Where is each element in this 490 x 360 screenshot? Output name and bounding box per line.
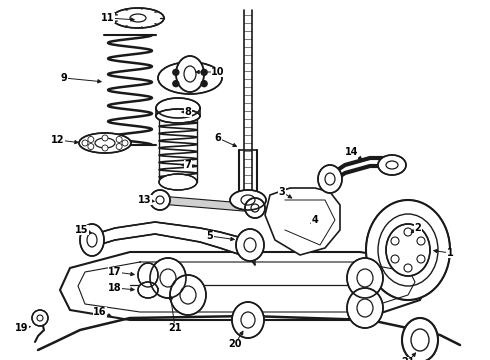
Text: 4: 4 [312, 215, 318, 225]
Ellipse shape [232, 302, 264, 338]
Ellipse shape [236, 229, 264, 261]
Circle shape [201, 81, 207, 87]
Ellipse shape [112, 8, 164, 28]
Circle shape [102, 145, 108, 151]
Circle shape [404, 264, 412, 272]
Text: 18: 18 [108, 283, 122, 293]
Circle shape [116, 136, 122, 143]
Text: 21: 21 [168, 323, 182, 333]
Ellipse shape [159, 174, 197, 190]
Ellipse shape [378, 155, 406, 175]
Text: 21: 21 [401, 357, 415, 360]
Circle shape [201, 69, 207, 75]
Text: 19: 19 [15, 323, 29, 333]
Ellipse shape [347, 258, 383, 298]
Text: 1: 1 [446, 248, 453, 258]
Ellipse shape [386, 224, 430, 276]
Ellipse shape [138, 263, 158, 287]
Text: 15: 15 [75, 225, 89, 235]
Circle shape [116, 144, 122, 149]
Ellipse shape [402, 318, 438, 360]
Text: 13: 13 [138, 195, 152, 205]
Circle shape [417, 237, 425, 245]
Ellipse shape [318, 165, 342, 193]
Ellipse shape [366, 200, 450, 300]
Text: 14: 14 [345, 147, 359, 157]
Text: 12: 12 [51, 135, 65, 145]
Ellipse shape [245, 198, 265, 218]
Ellipse shape [170, 275, 206, 315]
Text: 16: 16 [93, 307, 107, 317]
Circle shape [391, 255, 399, 263]
Text: 11: 11 [101, 13, 115, 23]
Polygon shape [60, 252, 430, 320]
Ellipse shape [32, 310, 48, 326]
Circle shape [102, 135, 108, 141]
Ellipse shape [347, 288, 383, 328]
Text: 20: 20 [228, 339, 242, 349]
Circle shape [173, 81, 179, 87]
Ellipse shape [230, 190, 266, 210]
Polygon shape [330, 158, 390, 183]
Ellipse shape [150, 190, 170, 210]
Text: 3: 3 [279, 187, 285, 197]
Ellipse shape [176, 56, 204, 92]
Circle shape [404, 228, 412, 236]
Ellipse shape [158, 62, 222, 94]
Ellipse shape [156, 98, 200, 118]
Text: 9: 9 [61, 73, 68, 83]
Polygon shape [95, 222, 255, 265]
Ellipse shape [80, 224, 104, 256]
Text: 5: 5 [207, 231, 213, 241]
Ellipse shape [138, 282, 158, 298]
Circle shape [88, 144, 94, 149]
Circle shape [88, 136, 94, 143]
Ellipse shape [156, 109, 200, 123]
Circle shape [122, 140, 128, 146]
Text: 7: 7 [185, 160, 192, 170]
Ellipse shape [79, 133, 131, 153]
Text: 2: 2 [415, 223, 421, 233]
Text: 8: 8 [185, 107, 192, 117]
Text: 17: 17 [108, 267, 122, 277]
Polygon shape [265, 188, 340, 255]
Text: 10: 10 [211, 67, 225, 77]
Circle shape [391, 237, 399, 245]
Circle shape [173, 69, 179, 75]
Circle shape [82, 140, 88, 146]
Polygon shape [160, 196, 255, 212]
Circle shape [417, 255, 425, 263]
Text: 6: 6 [215, 133, 221, 143]
Ellipse shape [150, 258, 186, 298]
